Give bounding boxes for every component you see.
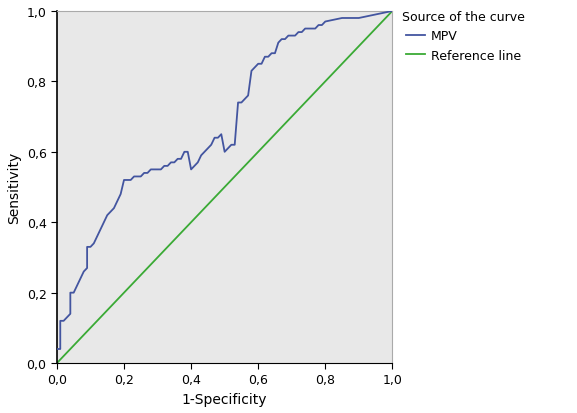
- X-axis label: 1-Specificity: 1-Specificity: [182, 392, 267, 406]
- Y-axis label: Sensitivity: Sensitivity: [7, 152, 21, 223]
- Legend: MPV, Reference line: MPV, Reference line: [402, 11, 525, 62]
